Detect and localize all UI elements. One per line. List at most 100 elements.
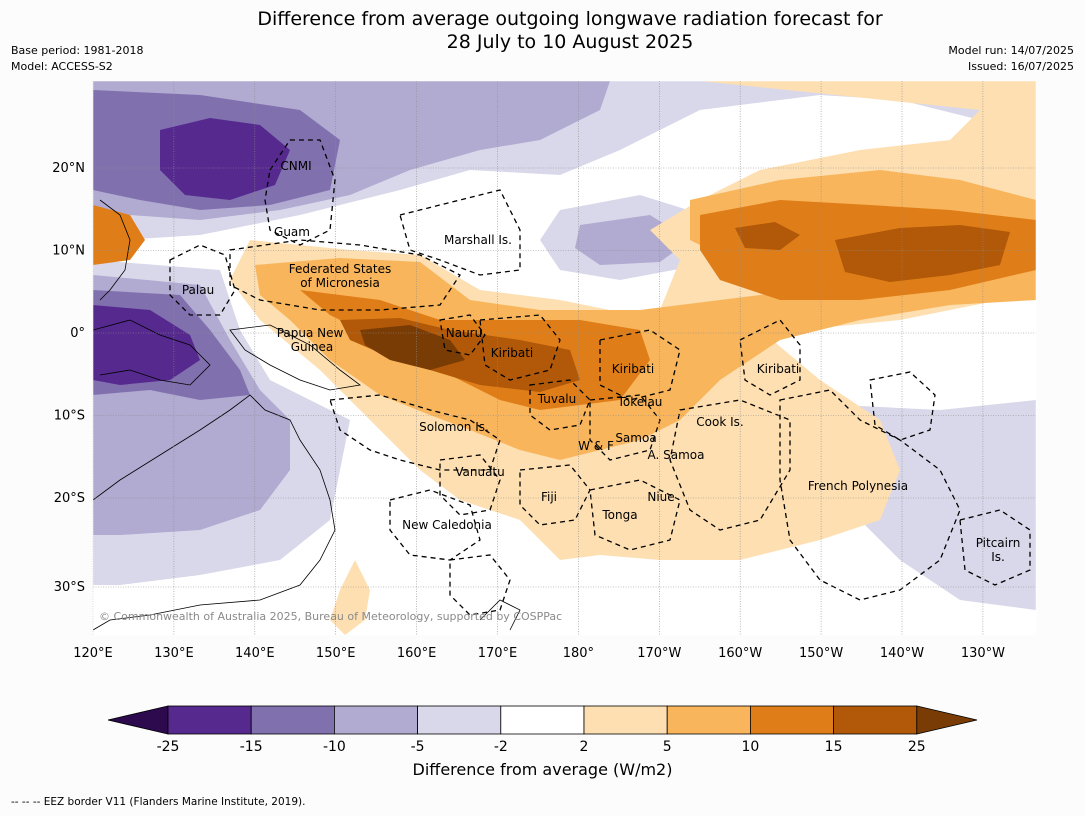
axis-labels: 120°E 130°E 140°E 150°E 160°E 170°E 180° 170°W 1… xyxy=(52,161,1005,661)
place-label: Niue xyxy=(647,490,674,504)
place-label: Vanuatu xyxy=(455,465,505,479)
colorbar-swatch xyxy=(250,705,335,735)
place-label: Kiribati xyxy=(757,362,799,376)
place-label: CNMI xyxy=(280,159,311,173)
colorbar-tick-label: -25 xyxy=(157,739,180,755)
pos-region-equatorial-25 xyxy=(360,325,465,370)
place-label: of Micronesia xyxy=(300,276,380,290)
lat-tick-label: 20°N xyxy=(52,161,85,176)
eez-palau xyxy=(169,244,236,316)
colorbar-extend-low xyxy=(107,705,169,735)
meta-right: Model run: 14/07/2025 Issued: 16/07/2025 xyxy=(948,43,1074,75)
place-label: Tonga xyxy=(601,508,637,522)
eez-tokelau-samoa xyxy=(589,394,661,461)
lon-tick-label: 150°E xyxy=(316,646,356,661)
title-line-2: 28 July to 10 August 2025 xyxy=(446,31,694,53)
place-label: Nauru xyxy=(446,326,482,340)
eez-kiribati-central xyxy=(599,329,681,401)
colorbar-swatch xyxy=(500,705,585,735)
lon-tick-label: 180° xyxy=(563,646,594,661)
place-label: Pitcairn xyxy=(976,536,1021,550)
place-label: Kiribati xyxy=(612,362,654,376)
lon-tick-label: 170°E xyxy=(478,646,518,661)
colorbar-swatch xyxy=(333,705,418,735)
place-label: French Polynesia xyxy=(808,479,908,493)
neg-region-indonesia-15 xyxy=(93,305,200,385)
eez-kermadec xyxy=(449,554,511,616)
lon-tick-label: 160°E xyxy=(397,646,437,661)
neg-region-nw-15 xyxy=(160,118,290,200)
pos-region-philippines xyxy=(93,205,145,265)
colorbar-extend-high xyxy=(916,705,978,735)
colorbar: -25 -15 -10 -5 -2 2 5 10 15 25 xyxy=(107,705,978,755)
place-label: Federated States xyxy=(289,262,391,276)
eez-nauru xyxy=(439,314,486,356)
colorbar-tick-label: 10 xyxy=(741,739,759,755)
map-title: Difference from average outgoing longwav… xyxy=(0,8,1085,54)
coast-philippines xyxy=(99,199,131,301)
eez-fsm xyxy=(229,239,461,311)
place-label: Guam xyxy=(274,225,310,239)
colorbar-swatch xyxy=(833,705,918,735)
lon-tick-label: 140°E xyxy=(235,646,275,661)
title-line-1: Difference from average outgoing longwav… xyxy=(257,8,883,30)
place-label: Marshall Is. xyxy=(444,233,512,247)
eez-tonga-niue xyxy=(589,479,681,551)
copyright-notice: © Commonwealth of Australia 2025, Bureau… xyxy=(99,610,562,623)
place-label: Guinea xyxy=(291,340,334,354)
colorbar-tick-label: 15 xyxy=(825,739,843,755)
place-label: Palau xyxy=(182,283,214,297)
map-frame xyxy=(92,80,1037,636)
pos-region-nw-15 xyxy=(735,222,800,250)
pos-region-tail-south xyxy=(330,560,370,635)
colorbar-tick-label: -15 xyxy=(240,739,263,755)
eez-png-solomon xyxy=(329,394,501,471)
coastlines xyxy=(93,199,521,631)
place-label: Tokelau xyxy=(617,395,663,409)
lon-tick-label: 170°W xyxy=(637,646,681,661)
lon-tick-label: 130°E xyxy=(154,646,194,661)
colorbar-tick-label: 5 xyxy=(663,739,672,755)
lat-tick-label: 0° xyxy=(70,326,85,341)
eez-borders xyxy=(169,139,1031,616)
place-label: Papua New xyxy=(277,326,344,340)
base-period: Base period: 1981-2018 xyxy=(11,44,144,57)
eez-cook xyxy=(669,399,791,531)
eez-cnmi-guam xyxy=(264,139,336,246)
eez-line-is xyxy=(869,371,936,441)
eez-marshall xyxy=(399,189,521,276)
colorbar-swatch xyxy=(666,705,751,735)
coast-australia xyxy=(93,394,336,631)
eez-legend-note: -- -- -- EEZ border V11 (Flanders Marine… xyxy=(11,796,306,808)
eez-pitcairn xyxy=(959,509,1031,586)
lon-tick-label: 150°W xyxy=(799,646,843,661)
place-label: Is. xyxy=(991,550,1005,564)
eez-french-polynesia xyxy=(779,389,961,601)
place-label: A. Samoa xyxy=(648,448,705,462)
place-label: Cook Is. xyxy=(696,415,743,429)
place-label: Fiji xyxy=(541,490,557,504)
graticule xyxy=(92,81,1036,635)
lon-tick-label: 130°W xyxy=(961,646,1005,661)
meta-left: Base period: 1981-2018 Model: ACCESS-S2 xyxy=(11,43,143,75)
colorbar-tick-label: -2 xyxy=(494,739,508,755)
place-label: New Caledonia xyxy=(402,518,492,532)
eez-kiribati-east xyxy=(739,319,801,396)
anomaly-field xyxy=(93,81,1036,635)
issued-date: Issued: 16/07/2025 xyxy=(967,60,1074,73)
lon-tick-label: 140°W xyxy=(880,646,924,661)
coast-new-guinea xyxy=(229,324,361,391)
colorbar-tick-label: -5 xyxy=(411,739,425,755)
eez-tuvalu xyxy=(529,379,591,431)
eez-new-caledonia xyxy=(389,489,481,561)
lat-tick-label: 10°N xyxy=(52,244,85,259)
colorbar-tick-label: 2 xyxy=(580,739,589,755)
eez-vanuatu xyxy=(439,454,501,516)
colorbar-swatch xyxy=(750,705,835,735)
lon-tick-label: 120°E xyxy=(73,646,113,661)
place-label: Samoa xyxy=(615,431,656,445)
lon-tick-label: 160°W xyxy=(718,646,762,661)
colorbar-tick-label: -10 xyxy=(323,739,346,755)
